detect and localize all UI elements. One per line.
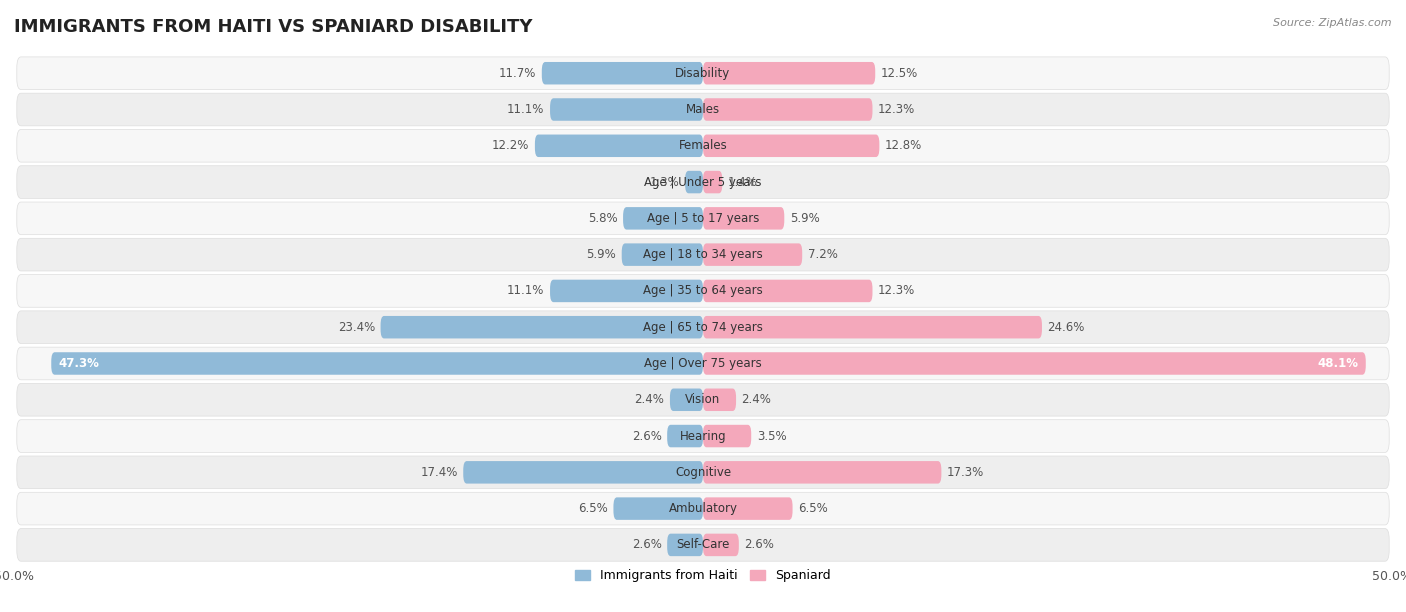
FancyBboxPatch shape bbox=[17, 311, 1389, 343]
FancyBboxPatch shape bbox=[550, 280, 703, 302]
Text: 11.1%: 11.1% bbox=[508, 103, 544, 116]
Text: Self-Care: Self-Care bbox=[676, 539, 730, 551]
FancyBboxPatch shape bbox=[541, 62, 703, 84]
Legend: Immigrants from Haiti, Spaniard: Immigrants from Haiti, Spaniard bbox=[569, 564, 837, 588]
FancyBboxPatch shape bbox=[703, 135, 879, 157]
Text: IMMIGRANTS FROM HAITI VS SPANIARD DISABILITY: IMMIGRANTS FROM HAITI VS SPANIARD DISABI… bbox=[14, 18, 533, 36]
FancyBboxPatch shape bbox=[17, 347, 1389, 380]
FancyBboxPatch shape bbox=[17, 93, 1389, 126]
Text: 12.8%: 12.8% bbox=[884, 140, 922, 152]
Text: 6.5%: 6.5% bbox=[799, 502, 828, 515]
FancyBboxPatch shape bbox=[668, 425, 703, 447]
Text: 11.1%: 11.1% bbox=[508, 285, 544, 297]
Text: 2.6%: 2.6% bbox=[631, 430, 662, 442]
FancyBboxPatch shape bbox=[703, 280, 873, 302]
Text: 47.3%: 47.3% bbox=[58, 357, 98, 370]
FancyBboxPatch shape bbox=[534, 135, 703, 157]
Text: Females: Females bbox=[679, 140, 727, 152]
Text: 12.5%: 12.5% bbox=[880, 67, 918, 80]
Text: Source: ZipAtlas.com: Source: ZipAtlas.com bbox=[1274, 18, 1392, 28]
Text: 48.1%: 48.1% bbox=[1317, 357, 1358, 370]
Text: 11.7%: 11.7% bbox=[499, 67, 536, 80]
FancyBboxPatch shape bbox=[703, 461, 942, 483]
Text: 5.9%: 5.9% bbox=[586, 248, 616, 261]
Text: Age | Under 5 years: Age | Under 5 years bbox=[644, 176, 762, 188]
FancyBboxPatch shape bbox=[17, 202, 1389, 234]
FancyBboxPatch shape bbox=[668, 534, 703, 556]
Text: 17.3%: 17.3% bbox=[946, 466, 984, 479]
Text: Hearing: Hearing bbox=[679, 430, 727, 442]
Text: 12.3%: 12.3% bbox=[877, 103, 915, 116]
FancyBboxPatch shape bbox=[17, 238, 1389, 271]
FancyBboxPatch shape bbox=[17, 456, 1389, 488]
Text: Disability: Disability bbox=[675, 67, 731, 80]
FancyBboxPatch shape bbox=[17, 384, 1389, 416]
FancyBboxPatch shape bbox=[17, 130, 1389, 162]
Text: 2.6%: 2.6% bbox=[631, 539, 662, 551]
FancyBboxPatch shape bbox=[17, 529, 1389, 561]
Text: 1.4%: 1.4% bbox=[728, 176, 758, 188]
FancyBboxPatch shape bbox=[669, 389, 703, 411]
FancyBboxPatch shape bbox=[51, 353, 703, 375]
Text: 12.2%: 12.2% bbox=[492, 140, 530, 152]
Text: Ambulatory: Ambulatory bbox=[668, 502, 738, 515]
FancyBboxPatch shape bbox=[17, 420, 1389, 452]
FancyBboxPatch shape bbox=[703, 62, 875, 84]
Text: 2.4%: 2.4% bbox=[741, 394, 772, 406]
Text: 5.9%: 5.9% bbox=[790, 212, 820, 225]
FancyBboxPatch shape bbox=[463, 461, 703, 483]
Text: 2.6%: 2.6% bbox=[744, 539, 775, 551]
Text: 7.2%: 7.2% bbox=[807, 248, 838, 261]
Text: Vision: Vision bbox=[685, 394, 721, 406]
FancyBboxPatch shape bbox=[703, 207, 785, 230]
Text: 5.8%: 5.8% bbox=[588, 212, 617, 225]
Text: 6.5%: 6.5% bbox=[578, 502, 607, 515]
Text: 17.4%: 17.4% bbox=[420, 466, 458, 479]
Text: 23.4%: 23.4% bbox=[337, 321, 375, 334]
FancyBboxPatch shape bbox=[703, 425, 751, 447]
Text: Age | 5 to 17 years: Age | 5 to 17 years bbox=[647, 212, 759, 225]
Text: Males: Males bbox=[686, 103, 720, 116]
Text: Age | 65 to 74 years: Age | 65 to 74 years bbox=[643, 321, 763, 334]
Text: 24.6%: 24.6% bbox=[1047, 321, 1085, 334]
FancyBboxPatch shape bbox=[17, 57, 1389, 89]
FancyBboxPatch shape bbox=[703, 389, 737, 411]
Text: 1.3%: 1.3% bbox=[650, 176, 679, 188]
Text: 3.5%: 3.5% bbox=[756, 430, 786, 442]
FancyBboxPatch shape bbox=[703, 99, 873, 121]
FancyBboxPatch shape bbox=[17, 275, 1389, 307]
Text: Age | 35 to 64 years: Age | 35 to 64 years bbox=[643, 285, 763, 297]
Text: Age | 18 to 34 years: Age | 18 to 34 years bbox=[643, 248, 763, 261]
FancyBboxPatch shape bbox=[17, 492, 1389, 525]
FancyBboxPatch shape bbox=[703, 534, 738, 556]
FancyBboxPatch shape bbox=[703, 244, 803, 266]
FancyBboxPatch shape bbox=[703, 171, 723, 193]
FancyBboxPatch shape bbox=[17, 166, 1389, 198]
FancyBboxPatch shape bbox=[550, 99, 703, 121]
FancyBboxPatch shape bbox=[685, 171, 703, 193]
FancyBboxPatch shape bbox=[703, 498, 793, 520]
Text: Cognitive: Cognitive bbox=[675, 466, 731, 479]
Text: Age | Over 75 years: Age | Over 75 years bbox=[644, 357, 762, 370]
Text: 2.4%: 2.4% bbox=[634, 394, 665, 406]
FancyBboxPatch shape bbox=[703, 316, 1042, 338]
FancyBboxPatch shape bbox=[623, 207, 703, 230]
FancyBboxPatch shape bbox=[621, 244, 703, 266]
FancyBboxPatch shape bbox=[703, 353, 1365, 375]
Text: 12.3%: 12.3% bbox=[877, 285, 915, 297]
FancyBboxPatch shape bbox=[381, 316, 703, 338]
FancyBboxPatch shape bbox=[613, 498, 703, 520]
